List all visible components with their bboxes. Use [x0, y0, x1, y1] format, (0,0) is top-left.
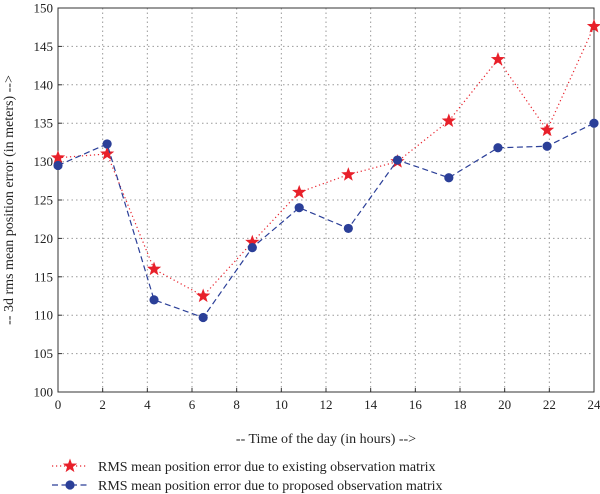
data-point-circle	[53, 160, 63, 171]
y-tick-label: 135	[34, 116, 54, 131]
x-tick-label: 12	[320, 397, 333, 412]
series-layer	[50, 18, 600, 323]
data-point-star	[146, 261, 162, 276]
data-point-circle	[102, 139, 112, 149]
data-point-circle	[149, 295, 159, 305]
legend-label-proposed: RMS mean position error due to proposed …	[98, 479, 443, 494]
y-tick-label: 140	[34, 77, 54, 92]
x-tick-label: 8	[233, 397, 240, 412]
data-point-circle	[343, 223, 353, 234]
x-tick-label: 10	[275, 397, 288, 412]
x-tick-label: 0	[55, 397, 62, 412]
legend: RMS mean position error due to existing …	[52, 458, 443, 494]
data-point-star	[490, 51, 506, 66]
y-tick-label: 100	[34, 385, 54, 400]
data-point-circle	[392, 155, 403, 165]
legend-marker	[65, 480, 75, 490]
data-point-circle	[247, 243, 257, 253]
y-tick-label: 115	[34, 269, 53, 284]
data-point-star	[292, 184, 307, 199]
data-point-star	[586, 18, 600, 33]
data-point-star	[441, 113, 456, 127]
legend-item-proposed: RMS mean position error due to proposed …	[52, 479, 443, 494]
data-point-star	[245, 234, 260, 249]
x-tick-label: 14	[364, 397, 378, 412]
x-tick-label: 4	[144, 397, 151, 412]
y-tick-label: 145	[34, 39, 54, 54]
y-tick-label: 130	[34, 154, 54, 169]
series-0	[50, 18, 600, 303]
data-point-circle	[589, 118, 599, 128]
series-line	[57, 122, 595, 319]
data-point-circle	[294, 203, 304, 213]
grid	[58, 8, 594, 392]
x-tick-label: 6	[189, 397, 196, 412]
data-point-circle	[493, 143, 503, 153]
y-tick-label: 105	[34, 346, 54, 361]
y-axis-title: -- 3d rms mean position error (in meters…	[2, 75, 17, 325]
axis-ticks: 0 2 4 6 8 10 12 14 16 18 20 22 241001051101151201251…	[34, 1, 600, 413]
y-tick-label: 150	[34, 1, 54, 16]
data-point-circle	[444, 173, 454, 183]
legend-label-existing: RMS mean position error due to existing …	[98, 460, 436, 475]
legend-star-icon	[52, 458, 88, 473]
x-tick-label: 16	[409, 397, 423, 412]
data-point-star	[50, 150, 66, 164]
series-line	[57, 26, 595, 297]
x-tick-label: 2	[99, 397, 106, 412]
x-tick-label: 18	[454, 397, 467, 412]
y-tick-label: 120	[34, 231, 54, 246]
data-point-circle	[542, 141, 552, 151]
legend-circle-icon	[52, 480, 88, 490]
legend-marker	[62, 458, 78, 473]
legend-item-existing: RMS mean position error due to existing …	[52, 458, 436, 475]
x-tick-label: 24	[588, 397, 600, 412]
x-tick-label: 22	[543, 397, 556, 412]
series-1	[53, 118, 599, 323]
data-point-star	[341, 167, 356, 181]
y-tick-label: 125	[34, 193, 54, 208]
x-axis-title: -- Time of the day (in hours) -->	[236, 432, 416, 447]
data-point-circle	[198, 312, 208, 323]
data-point-star	[196, 288, 211, 303]
data-point-star	[539, 122, 555, 137]
y-tick-label: 110	[34, 308, 53, 323]
data-point-star	[100, 146, 115, 160]
x-tick-label: 20	[498, 397, 511, 412]
